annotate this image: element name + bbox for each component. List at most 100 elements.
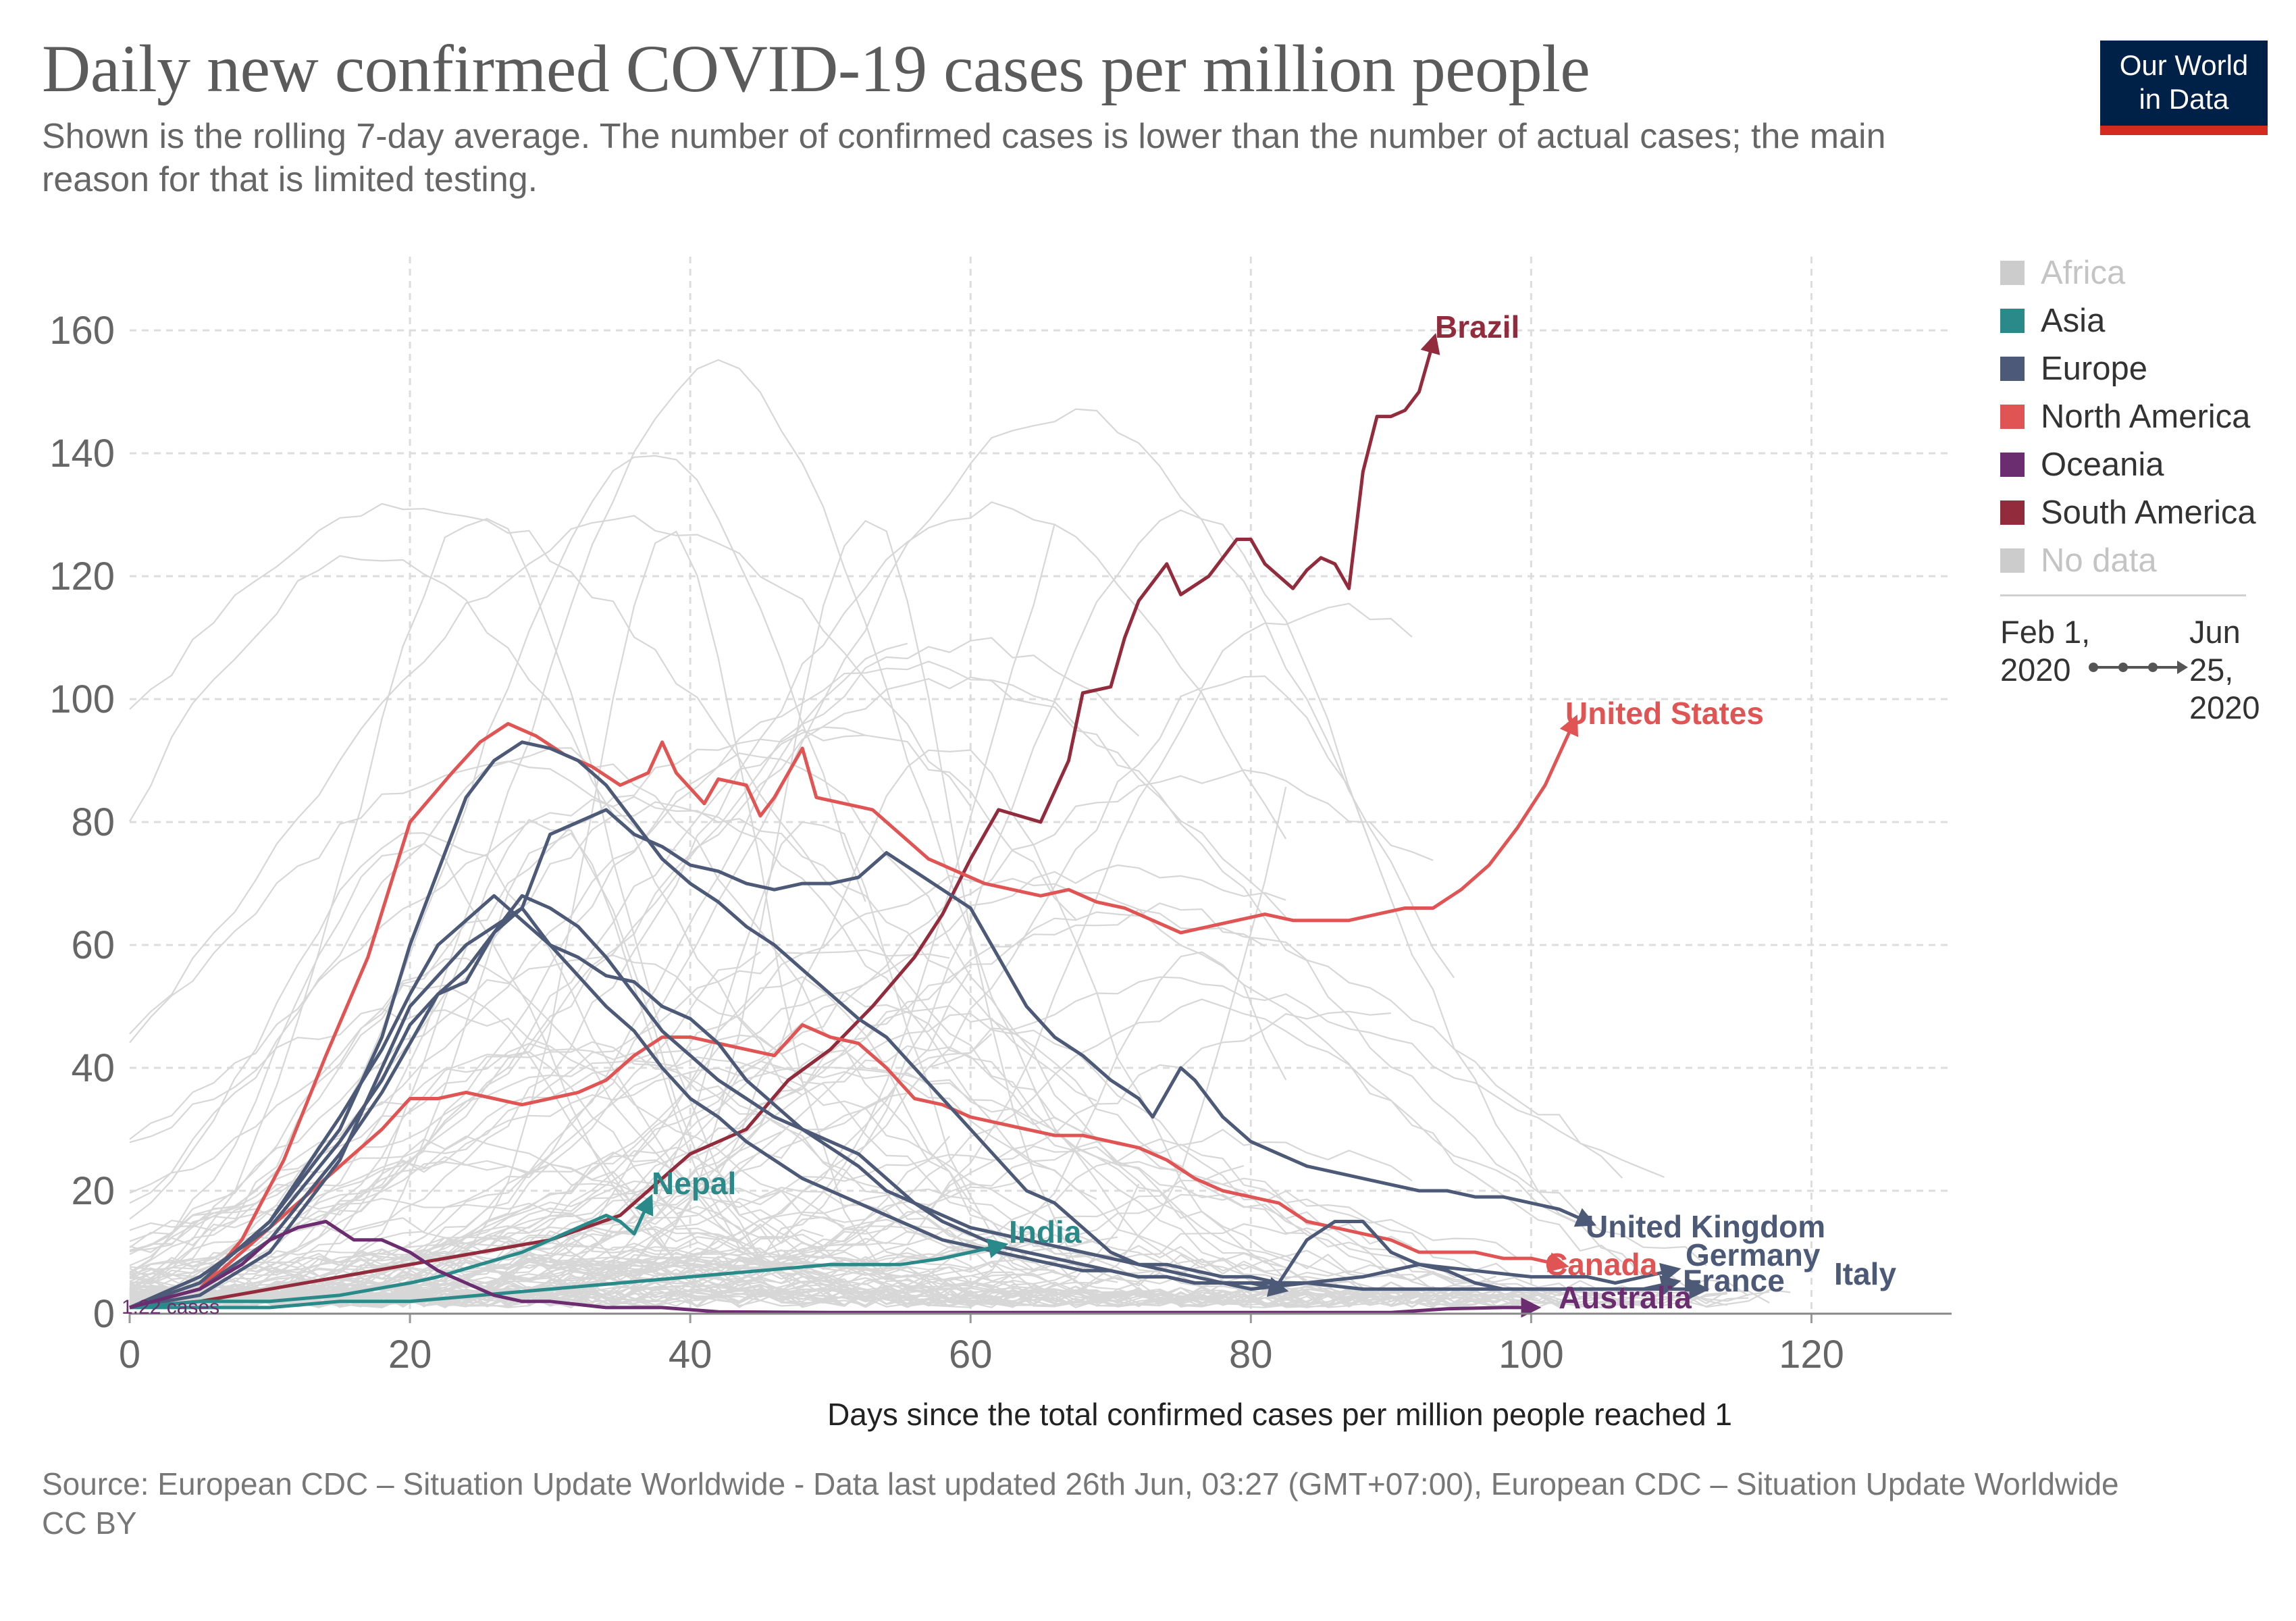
legend-swatch: [2000, 356, 2025, 381]
series-label-italy: Italy: [1834, 1256, 1896, 1291]
y-tick-label: 100: [49, 677, 115, 721]
background-country-lines: [129, 359, 1791, 1309]
y-tick-label: 20: [71, 1169, 115, 1213]
background-country-line: [129, 455, 866, 1285]
legend-label: Asia: [2041, 302, 2106, 339]
background-country-line: [129, 801, 1455, 1301]
background-country-line: [129, 1257, 950, 1305]
logo-line-1: Our World: [2119, 49, 2249, 81]
license-note: CC BY: [42, 1506, 137, 1541]
timeline-dot: [2148, 663, 2158, 672]
y-tick-label: 40: [71, 1046, 115, 1090]
x-tick-label: 80: [1229, 1333, 1273, 1376]
background-country-line: [129, 991, 1392, 1308]
background-country-line: [129, 1042, 992, 1252]
series-label-france: France: [1683, 1263, 1785, 1298]
legend-item-africa[interactable]: Africa: [2000, 249, 2284, 297]
background-country-line: [129, 1171, 1035, 1305]
x-tick-label: 20: [388, 1333, 432, 1376]
legend-item-south-america[interactable]: South America: [2000, 488, 2284, 536]
y-tick-label: 60: [71, 923, 115, 967]
legend-item-europe[interactable]: Europe: [2000, 344, 2284, 392]
x-tick-label: 120: [1779, 1333, 1844, 1376]
legend-item-asia[interactable]: Asia: [2000, 297, 2284, 344]
background-country-line: [129, 729, 866, 1194]
y-tick-label: 160: [49, 309, 115, 353]
legend[interactable]: Africa Asia Europe North America Oceania Sout…: [2000, 249, 2284, 584]
legend-swatch: [2000, 260, 2025, 285]
series-line-nepal: [129, 1193, 654, 1310]
background-country-line: [129, 875, 1581, 1296]
series-lines: [128, 332, 1710, 1318]
timeline-dot: [2118, 663, 2128, 672]
x-axis-label: Days since the total confirmed cases per…: [827, 1397, 1732, 1432]
x-tick-label: 0: [119, 1333, 140, 1376]
timeline-end-label: Jun 25, 2020: [2189, 614, 2260, 725]
y-tick-label: 140: [49, 432, 115, 475]
background-country-line: [129, 1198, 803, 1265]
legend-swatch: [2000, 404, 2025, 429]
background-country-line: [129, 1237, 1034, 1303]
background-country-line: [129, 676, 1707, 1286]
start-annotation: 1.22 cases: [122, 1296, 219, 1318]
legend-label: North America: [2041, 398, 2251, 435]
x-tick-label: 100: [1498, 1333, 1564, 1376]
series-line-germany: [129, 894, 1681, 1310]
legend-swatch: [2000, 548, 2025, 573]
series-line-united-states: [129, 714, 1579, 1310]
background-country-line: [129, 501, 1287, 1295]
timeline[interactable]: Feb 1, 2020 Jun 25, 2020: [2000, 613, 2270, 735]
timeline-handle-start: [2089, 663, 2098, 672]
background-country-line: [129, 1060, 1413, 1254]
series-label-brazil: Brazil: [1435, 309, 1519, 344]
background-country-line: [129, 832, 1539, 1308]
logo-line-2: in Data: [2139, 83, 2229, 115]
series-line-australia: [129, 1220, 1542, 1318]
background-country-line: [129, 998, 1623, 1307]
legend-item-no-data[interactable]: No data: [2000, 536, 2284, 584]
series-label-united-kingdom: United Kingdom: [1586, 1209, 1825, 1244]
legend-label: Oceania: [2041, 446, 2164, 483]
background-country-line: [129, 752, 1391, 1301]
series-line-brazil: [129, 332, 1440, 1310]
timeline-track[interactable]: [2088, 654, 2189, 681]
legend-swatch: [2000, 452, 2025, 477]
timeline-handle-end: [2177, 661, 2188, 674]
legend-swatch: [2000, 500, 2025, 525]
series-label-australia: Australia: [1559, 1280, 1692, 1315]
chart-title: Daily new confirmed COVID-19 cases per m…: [42, 31, 1590, 106]
y-tick-label: 0: [93, 1292, 115, 1336]
background-country-line: [129, 1033, 993, 1300]
series-label-nepal: Nepal: [652, 1166, 736, 1201]
legend-label: No data: [2041, 542, 2157, 579]
legend-divider: [2000, 594, 2246, 596]
legend-item-oceania[interactable]: Oceania: [2000, 440, 2284, 488]
series-label-germany: Germany: [1686, 1237, 1821, 1272]
series-line-india: [130, 1238, 1009, 1310]
y-tick-label: 80: [71, 800, 115, 844]
owid-logo[interactable]: Our World in Data: [2100, 41, 2268, 135]
legend-label: Africa: [2041, 254, 2126, 291]
background-country-line: [129, 519, 1118, 1308]
series-label-canada: Canada: [1545, 1247, 1658, 1282]
series-line-canada: [129, 1023, 1569, 1310]
legend-swatch: [2000, 308, 2025, 333]
x-tick-label: 60: [949, 1333, 993, 1376]
series-label-united-states: United States: [1565, 696, 1764, 731]
source-note: Source: European CDC – Situation Update …: [42, 1466, 2119, 1501]
x-tick-label: 40: [669, 1333, 712, 1376]
timeline-start-label: Feb 1, 2020: [2000, 614, 2091, 688]
background-country-line: [129, 747, 1434, 1305]
background-country-line: [129, 908, 1665, 1302]
background-country-line: [129, 515, 972, 1035]
y-tick-label: 120: [49, 555, 115, 598]
axes: 0 20 40 60 80 100 120 140 160 0 20 40 60 80 100 120: [49, 309, 1952, 1376]
series-line-spain: [129, 740, 1289, 1310]
chart-subtitle: Shown is the rolling 7-day average. The …: [42, 117, 1886, 199]
legend-item-north-america[interactable]: North America: [2000, 392, 2284, 440]
background-country-line: [129, 796, 1496, 1285]
grid-lines: [130, 257, 1952, 1314]
background-country-line: [129, 1217, 1307, 1308]
